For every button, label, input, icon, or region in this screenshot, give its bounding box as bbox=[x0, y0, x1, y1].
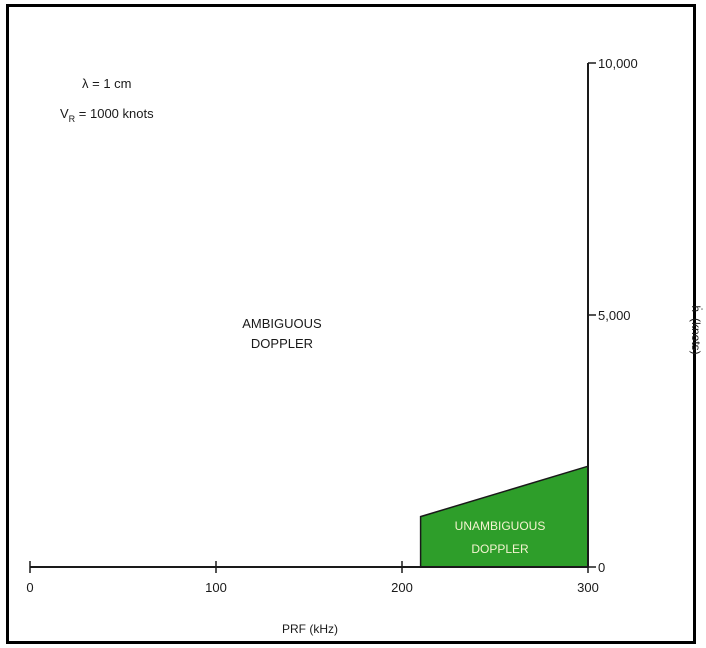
svg-text:ḣ(knots): ḣ (knots) bbox=[689, 305, 703, 354]
region-unambiguous-line2: DOPPLER bbox=[471, 542, 529, 556]
ticks: 0 100 200 300 0 5,000 10,000 bbox=[26, 56, 637, 595]
x-tick-label: 100 bbox=[205, 580, 227, 595]
x-axis-label: PRF (kHz) bbox=[282, 622, 338, 636]
y-tick-label: 0 bbox=[598, 560, 605, 575]
region-unambiguous-line1: UNAMBIGUOUS bbox=[455, 519, 546, 533]
param-velocity: VR = 1000 knots bbox=[60, 106, 154, 124]
y-axis-unit: (knots) bbox=[689, 318, 703, 355]
y-axis-label: ḣ (knots) bbox=[689, 305, 703, 354]
y-axis-symbol: ḣ bbox=[689, 305, 703, 312]
x-tick-label: 200 bbox=[391, 580, 413, 595]
region-ambiguous-line2: DOPPLER bbox=[251, 336, 313, 351]
x-tick-label: 300 bbox=[577, 580, 599, 595]
x-tick-label: 0 bbox=[26, 580, 33, 595]
param-wavelength: λ = 1 cm bbox=[82, 76, 132, 91]
y-tick-label: 10,000 bbox=[598, 56, 638, 71]
y-tick-label: 5,000 bbox=[598, 308, 631, 323]
region-ambiguous-line1: AMBIGUOUS bbox=[242, 316, 322, 331]
